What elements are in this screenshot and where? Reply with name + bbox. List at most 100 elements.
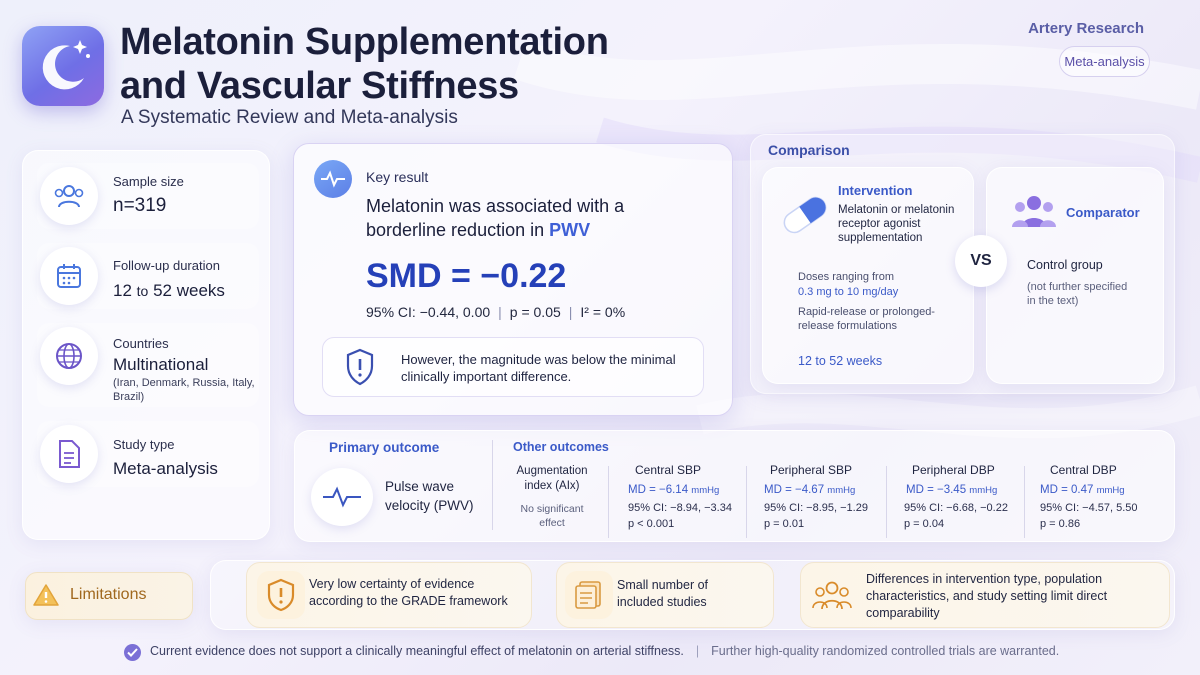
- outcome-md: MD = −3.45 mmHg: [906, 484, 998, 496]
- footer-conclusion: Current evidence does not support a clin…: [150, 644, 1059, 658]
- title-line-2: and Vascular Stiffness: [120, 65, 519, 107]
- meta-analysis-tag: Meta-analysis: [1059, 46, 1150, 77]
- title-line-1: Melatonin Supplementation: [120, 21, 609, 63]
- recommendation-text: Further high-quality randomized controll…: [711, 644, 1060, 658]
- globe-icon: [40, 327, 98, 385]
- ci-value: 95% CI: −0.44, 0.00: [366, 304, 491, 320]
- control-note: (not further specified in the text): [1027, 281, 1128, 307]
- intervention-text: Melatonin or melatonin receptor agonist …: [838, 204, 955, 244]
- limitation-text: Differences in intervention type, popula…: [866, 572, 1108, 620]
- pulse-wave-icon: [311, 468, 373, 526]
- comparator-card: [986, 167, 1164, 384]
- warning-icon: [33, 584, 59, 606]
- dose-prefix: Doses ranging from: [798, 271, 894, 283]
- people-icon: [808, 571, 856, 619]
- aix-name: Augmentation index (AIx): [516, 465, 588, 492]
- countries-value: Multinational: [113, 355, 209, 374]
- countries-detail: (Iran, Denmark, Russia, Italy, Brazil): [113, 377, 255, 403]
- primary-outcome-title: Primary outcome: [329, 440, 440, 455]
- primary-outcome-name: Pulse wave velocity (PWV): [385, 479, 474, 513]
- outcome-p: p = 0.04: [904, 518, 945, 530]
- key-result-card: Key result Melatonin was associated with…: [293, 143, 733, 416]
- control-group: Control group: [1027, 258, 1103, 272]
- intervention-label: Intervention: [838, 183, 913, 198]
- capsule-icon: [783, 196, 827, 234]
- outcome-central-dbp: Central DBP MD = 0.47 mmHg 95% CI: −4.57…: [1040, 463, 1164, 532]
- dose-info: Doses ranging from 0.3 mg to 10 mg/day: [798, 270, 958, 300]
- divider: [746, 466, 747, 538]
- shield-alert-icon: [346, 348, 374, 386]
- comparator-label: Comparator: [1066, 205, 1140, 220]
- outcome-name: Peripheral SBP: [770, 463, 853, 477]
- comparison-title: Comparison: [768, 142, 850, 158]
- stacked-documents-icon: [565, 571, 613, 619]
- divider: [1024, 466, 1025, 538]
- brand-label: Artery Research: [1028, 20, 1144, 37]
- divider: [492, 440, 493, 530]
- divider: [886, 466, 887, 538]
- outcome-ci: 95% CI: −4.57, 5.50: [1040, 502, 1138, 514]
- outcome-central-sbp: Central SBP MD = −6.14 mmHg 95% CI: −8.9…: [628, 463, 740, 532]
- study-type-value: Meta-analysis: [113, 459, 218, 478]
- outcome-name: Peripheral DBP: [912, 463, 995, 477]
- outcomes-panel: [294, 430, 1175, 542]
- key-result-pwv: PWV: [549, 220, 591, 240]
- followup-unit: weeks: [176, 281, 225, 300]
- outcome-p: p = 0.86: [1040, 518, 1081, 530]
- followup-from: 12: [113, 281, 132, 300]
- sample-size-value: n=319: [113, 195, 167, 216]
- limitations-label: Limitations: [70, 586, 147, 603]
- check-icon: [124, 644, 141, 661]
- formulations: Rapid-release or prolonged-release formu…: [798, 306, 935, 332]
- footer-divider: |: [695, 644, 700, 658]
- followup-to-word: to: [136, 283, 149, 299]
- outcome-md: MD = 0.47 mmHg: [1040, 484, 1125, 496]
- sample-size-label: Sample size: [113, 174, 184, 189]
- group-icon: [1012, 196, 1056, 227]
- limitation-item: [800, 562, 1170, 628]
- divider: [608, 466, 609, 538]
- followup-value: 12 to 52 weeks: [113, 281, 225, 301]
- key-result-text: Melatonin was associated with a borderli…: [366, 194, 706, 242]
- outcome-ci: 95% CI: −8.95, −1.29: [764, 502, 868, 514]
- other-outcomes-title: Other outcomes: [513, 440, 609, 454]
- outcome-name: Central DBP: [1050, 463, 1117, 477]
- key-result-text-main: Melatonin was associated with a borderli…: [366, 196, 625, 240]
- clinical-note: However, the magnitude was below the min…: [322, 337, 704, 397]
- outcome-p: p = 0.01: [764, 518, 805, 530]
- limitation-text: Very low certainty of evidence according…: [309, 577, 508, 608]
- intervention-weeks: 12 to 52 weeks: [798, 354, 883, 368]
- page-subtitle: A Systematic Review and Meta-analysis: [121, 107, 458, 128]
- key-result-label: Key result: [366, 169, 429, 185]
- document-icon: [40, 425, 98, 483]
- countries-label: Countries: [113, 336, 169, 351]
- outcome-name: Central SBP: [634, 463, 702, 477]
- calendar-icon: [40, 247, 98, 305]
- outcome-peripheral-sbp: Peripheral SBP MD = −4.67 mmHg 95% CI: −…: [764, 463, 894, 532]
- outcome-md: MD = −4.67 mmHg: [764, 484, 856, 496]
- i2-value: I² = 0%: [580, 304, 626, 320]
- page-title: Melatonin Supplementation and Vascular S…: [120, 20, 609, 108]
- clinical-note-text: However, the magnitude was below the min…: [401, 352, 676, 384]
- outcome-peripheral-dbp: Peripheral DBP MD = −3.45 mmHg 95% CI: −…: [904, 463, 1022, 532]
- limitation-text: Small number of included studies: [617, 578, 709, 609]
- statistics-row: 95% CI: −0.44, 0.00 | p = 0.05 | I² = 0%: [366, 304, 626, 320]
- outcome-ci: 95% CI: −6.68, −0.22: [904, 502, 1008, 514]
- shield-warning-icon: [257, 571, 305, 619]
- users-icon: [40, 167, 98, 225]
- dose-range: 0.3 mg to 10 mg/day: [798, 286, 899, 298]
- outcome-p: p < 0.001: [628, 518, 675, 530]
- followup-label: Follow-up duration: [113, 258, 220, 273]
- outcome-ci: 95% CI: −8.94, −3.34: [628, 502, 732, 514]
- vs-badge: VS: [955, 235, 1007, 287]
- p-value: p = 0.05: [509, 304, 561, 320]
- outcome-md: MD = −6.14 mmHg: [628, 484, 720, 496]
- moon-app-icon: [22, 26, 104, 106]
- intervention-card: [762, 167, 974, 384]
- followup-to: 52: [153, 281, 172, 300]
- conclusion-text: Current evidence does not support a clin…: [150, 644, 684, 658]
- aix-result: No significant effect: [520, 503, 584, 529]
- pulse-icon: [314, 160, 352, 198]
- smd-value: SMD = −0.22: [366, 257, 567, 295]
- study-type-label: Study type: [113, 437, 175, 452]
